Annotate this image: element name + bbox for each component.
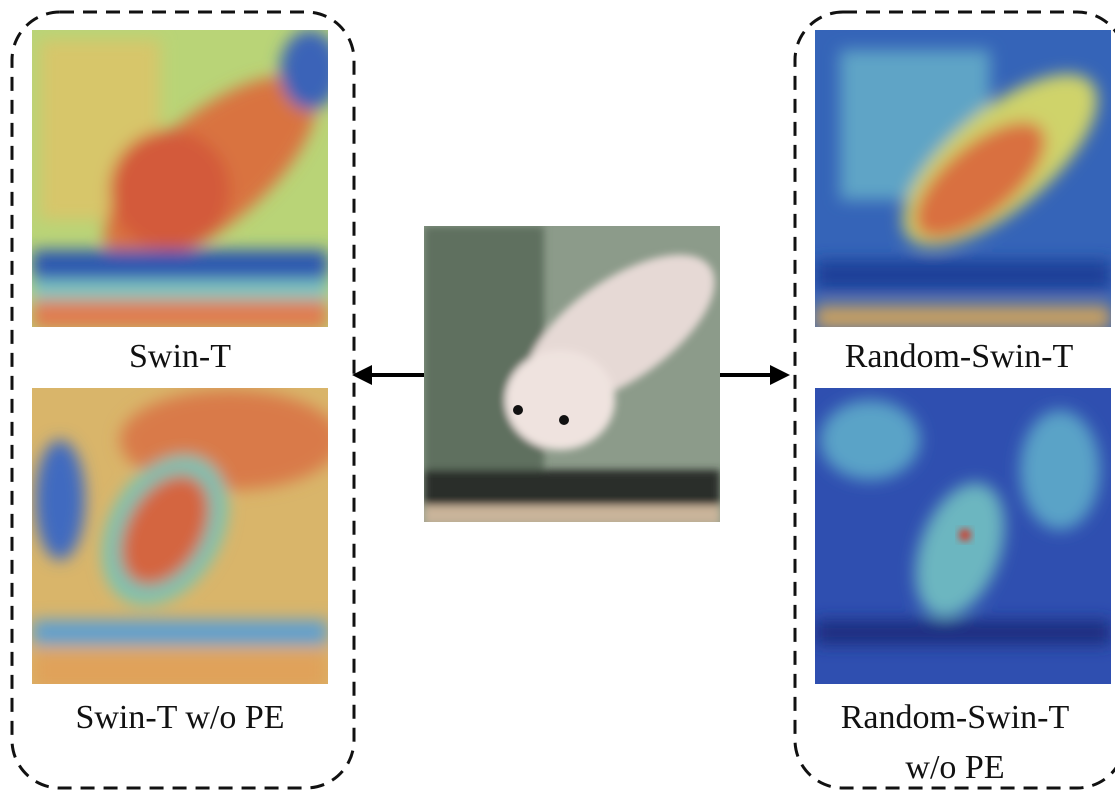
figure: Swin-T Swin-T w/o PE Random-Swin-T Rando… [0, 0, 1115, 792]
label: Swin-T [32, 332, 328, 382]
label: Random-Swin-T [803, 332, 1115, 382]
heatmap-swin-t-wo-pe [32, 388, 340, 690]
heatmap-random-swin-t-wo-pe [815, 388, 1111, 684]
input-photo [424, 226, 739, 525]
heatmap-swin-t [32, 30, 345, 330]
label: Swin-T w/o PE [32, 693, 328, 743]
figure-graphics [0, 0, 1115, 792]
label: Random-Swin-T w/o PE [820, 693, 1090, 792]
heatmap-random-swin-t [815, 30, 1115, 330]
